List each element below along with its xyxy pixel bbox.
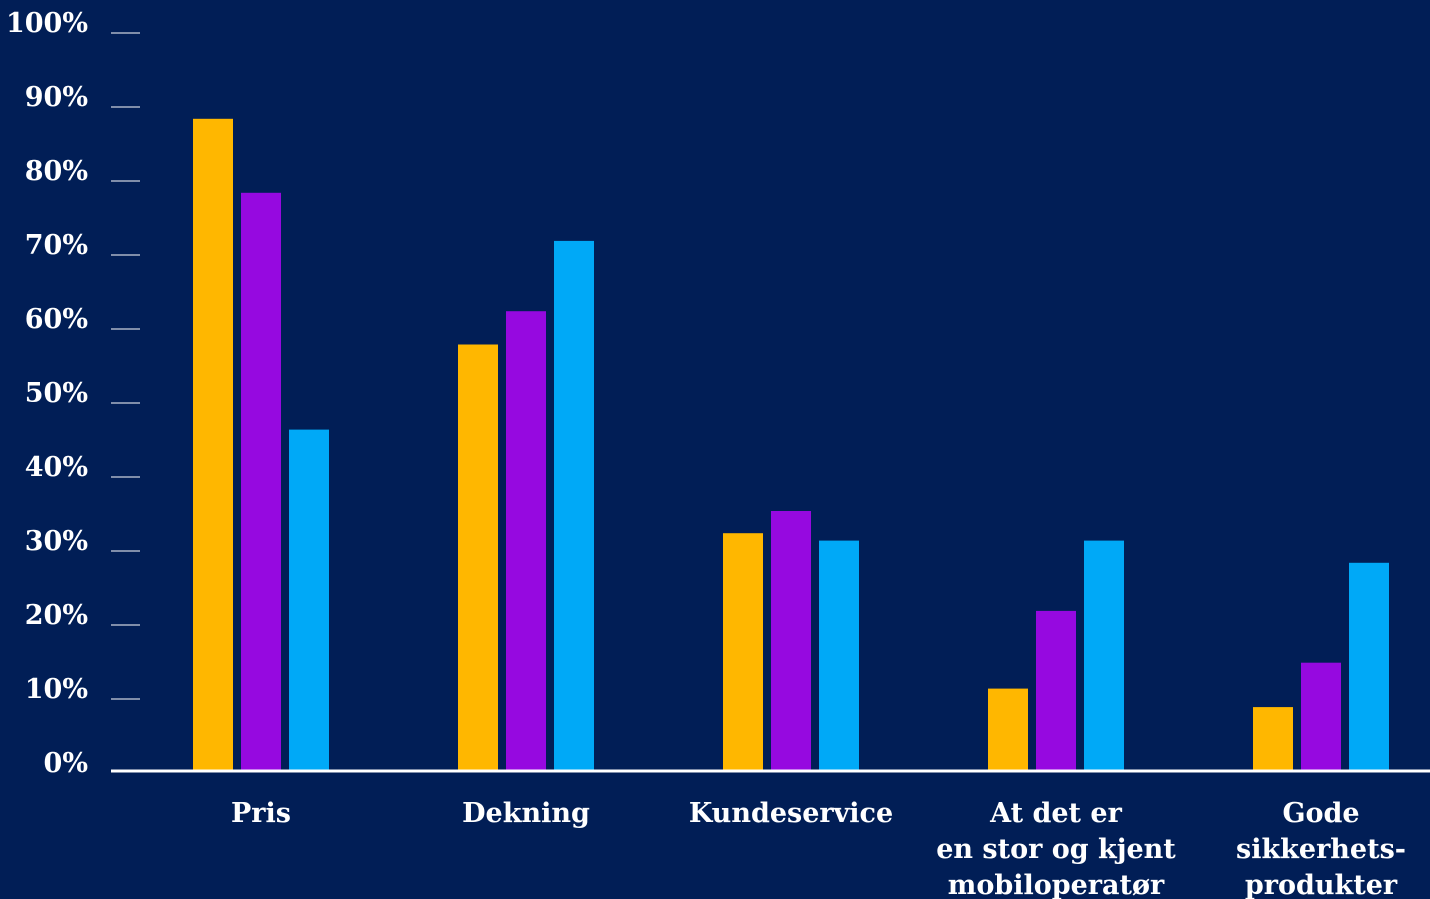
y-tick-label: 20% <box>25 600 88 631</box>
y-axis: 0% 10% 20% 30% 40% 50% 60% 70% 80% 90% 100% <box>6 8 140 779</box>
x-tick-label-line: Kundeservice <box>689 798 893 829</box>
y-tick-label: 80% <box>25 156 88 187</box>
bar <box>1253 707 1293 770</box>
bar <box>723 533 763 770</box>
bar <box>506 311 546 770</box>
bar <box>988 688 1028 770</box>
x-tick-label-line: en stor og kjent <box>936 834 1176 865</box>
x-tick-label-line: Dekning <box>462 798 590 829</box>
y-tick-label: 30% <box>25 526 88 557</box>
x-tick-label-line: Gode <box>1282 798 1359 829</box>
x-tick-label: At det er en stor og kjent mobiloperatør <box>936 798 1176 899</box>
bar <box>554 240 594 770</box>
y-tick-label: 100% <box>6 8 88 39</box>
y-tick-label: 40% <box>25 452 88 483</box>
bar <box>458 344 498 770</box>
bar <box>1349 562 1389 770</box>
y-tick-label: 50% <box>25 378 88 409</box>
bar <box>771 511 811 770</box>
bar <box>819 540 859 770</box>
x-tick-label-line: Pris <box>231 798 291 829</box>
y-tick-label: 70% <box>25 230 88 261</box>
bar <box>241 192 281 771</box>
x-tick-label: Pris <box>231 798 291 829</box>
y-tick-label: 0% <box>44 748 88 779</box>
x-tick-label: Gode sikkerhets-produkter <box>1236 798 1406 899</box>
x-axis: Pris Dekning Kundeservice At det er en stor … <box>111 769 1430 899</box>
bar <box>1301 662 1341 770</box>
x-tick-label-line: sikkerhets- <box>1236 834 1406 865</box>
x-tick-label-line: At det er <box>989 798 1122 829</box>
y-tick-label: 10% <box>25 674 88 705</box>
bar <box>289 429 329 770</box>
y-tick-label: 60% <box>25 304 88 335</box>
x-tick-label: Dekning <box>462 798 590 829</box>
y-tick-label: 90% <box>25 82 88 113</box>
bar <box>1036 610 1076 770</box>
bars <box>193 118 1389 771</box>
x-tick-label: Kundeservice <box>689 798 893 829</box>
x-tick-label-line: mobiloperatør <box>948 870 1165 899</box>
bar <box>1084 540 1124 770</box>
x-tick-label-line: produkter <box>1245 870 1398 899</box>
bar <box>193 118 233 771</box>
